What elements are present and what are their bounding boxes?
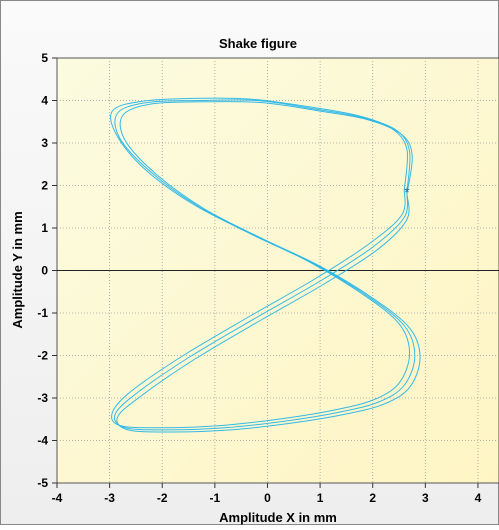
y-tick-label: 3 — [41, 136, 48, 150]
x-tick-label: 1 — [317, 491, 324, 505]
x-tick-label: -3 — [104, 491, 115, 505]
x-tick-label: 3 — [422, 491, 429, 505]
chart-title: Shake figure — [219, 36, 297, 51]
x-tick-label: -2 — [157, 491, 168, 505]
y-tick-label: 1 — [41, 221, 48, 235]
x-tick-label: -1 — [210, 491, 221, 505]
series-line — [116, 101, 421, 433]
x-axis-title: Amplitude X in mm — [219, 510, 337, 525]
y-tick-label: 5 — [41, 51, 48, 65]
series-line — [110, 97, 411, 429]
y-tick-label: 4 — [41, 94, 48, 108]
y-tick-label: -4 — [37, 434, 48, 448]
y-tick-label: 0 — [41, 264, 48, 278]
y-tick-label: -3 — [37, 391, 48, 405]
y-axis-title: Amplitude Y in mm — [10, 211, 25, 328]
x-tick-label: 2 — [369, 491, 376, 505]
marker-layer: * — [404, 184, 410, 200]
x-tick-label: -4 — [52, 491, 63, 505]
series-line — [113, 99, 416, 431]
y-tick-label: -5 — [37, 476, 48, 490]
start-marker: * — [404, 184, 410, 200]
series-layer — [110, 97, 421, 433]
y-tick-label: 2 — [41, 179, 48, 193]
y-tick-label: -1 — [37, 306, 48, 320]
x-tick-label: 4 — [475, 491, 482, 505]
x-tick-label: 0 — [264, 491, 271, 505]
y-tick-label: -2 — [37, 349, 48, 363]
grid-layer — [57, 58, 499, 483]
tick-layer: -4 -3 -2 -1 0 1 2 3 4 5 4 3 2 1 0 -1 -2 -3 -4 -5 — [37, 51, 481, 505]
